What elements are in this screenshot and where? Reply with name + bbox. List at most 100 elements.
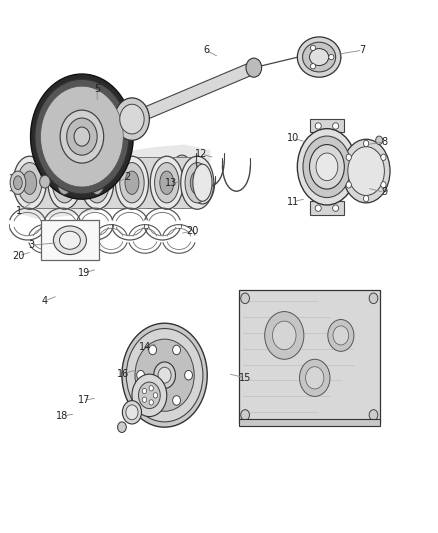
Ellipse shape (60, 231, 81, 249)
Ellipse shape (154, 362, 176, 389)
Ellipse shape (185, 163, 209, 203)
Ellipse shape (36, 155, 60, 198)
Text: 9: 9 (381, 187, 388, 197)
Ellipse shape (57, 171, 71, 195)
Ellipse shape (160, 171, 174, 195)
Ellipse shape (265, 312, 304, 359)
Ellipse shape (138, 382, 160, 409)
Ellipse shape (297, 128, 357, 205)
Ellipse shape (310, 144, 344, 189)
Ellipse shape (52, 163, 77, 203)
Text: 3: 3 (29, 240, 35, 251)
Text: 16: 16 (117, 369, 129, 378)
Ellipse shape (364, 140, 369, 147)
Ellipse shape (170, 155, 194, 198)
Ellipse shape (46, 92, 118, 181)
Polygon shape (138, 157, 160, 208)
Polygon shape (19, 144, 210, 219)
Ellipse shape (149, 400, 153, 405)
Ellipse shape (158, 367, 171, 383)
Ellipse shape (300, 359, 330, 397)
Ellipse shape (303, 136, 351, 198)
Ellipse shape (23, 171, 37, 195)
Ellipse shape (53, 226, 86, 255)
Ellipse shape (190, 171, 204, 195)
Ellipse shape (303, 42, 336, 72)
Text: 7: 7 (360, 45, 366, 55)
Text: 1: 1 (16, 206, 22, 216)
Polygon shape (239, 290, 380, 423)
Ellipse shape (346, 154, 351, 160)
Ellipse shape (120, 104, 144, 134)
Ellipse shape (70, 166, 94, 208)
Bar (310, 201, 344, 215)
Text: 15: 15 (239, 373, 251, 383)
Ellipse shape (41, 86, 123, 187)
Ellipse shape (193, 164, 212, 201)
Ellipse shape (117, 422, 126, 432)
Ellipse shape (342, 139, 390, 203)
Ellipse shape (18, 163, 42, 203)
Ellipse shape (137, 370, 145, 380)
Ellipse shape (43, 90, 121, 184)
Ellipse shape (90, 171, 104, 195)
Polygon shape (104, 157, 125, 208)
Text: 20: 20 (187, 226, 199, 236)
Ellipse shape (311, 63, 316, 69)
Bar (41, 220, 99, 260)
Ellipse shape (328, 54, 334, 60)
Ellipse shape (35, 79, 129, 194)
Ellipse shape (142, 389, 147, 394)
Text: 17: 17 (78, 395, 90, 405)
Text: 4: 4 (42, 296, 48, 306)
Text: 2: 2 (124, 172, 131, 182)
Ellipse shape (369, 293, 378, 304)
Ellipse shape (135, 339, 194, 411)
Polygon shape (71, 157, 91, 208)
Ellipse shape (60, 110, 104, 163)
Ellipse shape (316, 153, 338, 181)
Text: 18: 18 (56, 411, 68, 421)
Ellipse shape (381, 154, 386, 160)
Polygon shape (36, 157, 58, 208)
Ellipse shape (332, 123, 339, 129)
Text: 20: 20 (13, 251, 25, 261)
Ellipse shape (13, 156, 46, 209)
Text: 10: 10 (287, 133, 299, 143)
Ellipse shape (122, 323, 207, 427)
Ellipse shape (306, 367, 324, 389)
Ellipse shape (173, 395, 180, 405)
Text: 19: 19 (78, 268, 90, 278)
Ellipse shape (122, 401, 141, 424)
Ellipse shape (125, 171, 139, 195)
Ellipse shape (150, 156, 184, 209)
Ellipse shape (53, 102, 110, 172)
Text: 12: 12 (195, 149, 208, 159)
Ellipse shape (74, 127, 90, 146)
Ellipse shape (126, 328, 203, 422)
Ellipse shape (67, 118, 97, 155)
Ellipse shape (241, 410, 250, 420)
Ellipse shape (31, 74, 133, 199)
Ellipse shape (48, 156, 81, 209)
Ellipse shape (126, 405, 138, 419)
Ellipse shape (149, 386, 153, 391)
Ellipse shape (40, 175, 50, 188)
Ellipse shape (155, 163, 179, 203)
Ellipse shape (103, 154, 127, 197)
Ellipse shape (137, 166, 162, 208)
Text: 8: 8 (381, 137, 388, 147)
Ellipse shape (333, 326, 349, 345)
Bar (239, 419, 380, 425)
Ellipse shape (173, 345, 180, 355)
Ellipse shape (132, 374, 167, 417)
Ellipse shape (116, 156, 148, 209)
Ellipse shape (311, 45, 316, 51)
Ellipse shape (246, 58, 261, 77)
Ellipse shape (181, 156, 214, 209)
Ellipse shape (297, 37, 341, 77)
Ellipse shape (142, 397, 147, 402)
Bar (310, 119, 344, 132)
Ellipse shape (85, 163, 110, 203)
Ellipse shape (315, 205, 321, 212)
